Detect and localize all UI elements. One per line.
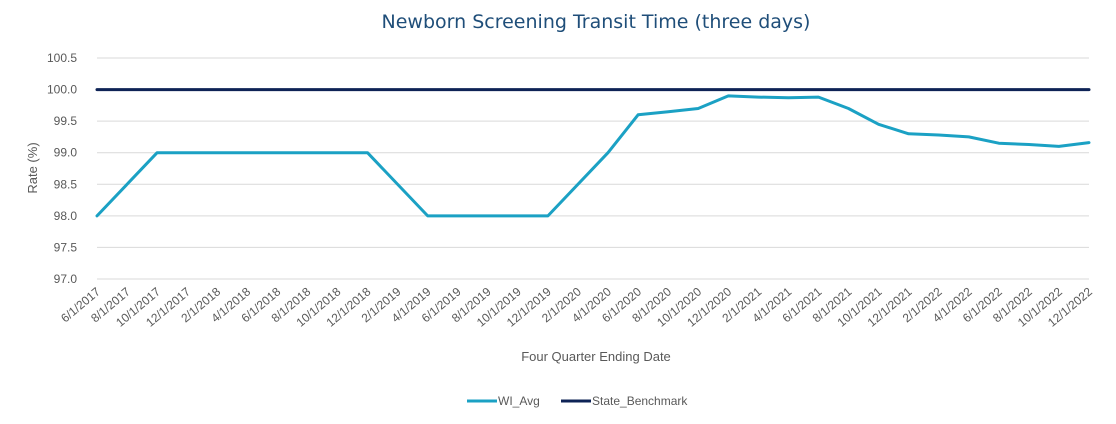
y-tick-label: 100.0 xyxy=(47,83,77,97)
y-tick-label: 99.5 xyxy=(54,114,78,128)
y-tick-label: 98.0 xyxy=(54,209,78,223)
legend: WI_Avg State_Benchmark xyxy=(467,394,688,408)
legend-label-state-benchmark: State_Benchmark xyxy=(592,394,688,408)
chart-title: Newborn Screening Transit Time (three da… xyxy=(382,11,811,33)
y-tick-label: 97.0 xyxy=(54,272,78,286)
y-tick-label: 97.5 xyxy=(54,240,78,254)
series-line-wi-avg xyxy=(95,94,1091,218)
y-axis-label: Rate (%) xyxy=(25,142,40,193)
x-axis-label: Four Quarter Ending Date xyxy=(521,349,671,364)
series-lines xyxy=(95,88,1091,218)
legend-label-wi-avg: WI_Avg xyxy=(498,394,540,408)
y-tick-label: 99.0 xyxy=(54,146,78,160)
y-tick-label: 100.5 xyxy=(47,51,77,65)
y-axis-ticks: 97.0 97.5 98.0 98.5 99.0 99.5 100.0 100.5 xyxy=(47,51,77,286)
x-axis-ticks: 6/1/20178/1/201710/1/201712/1/20172/1/20… xyxy=(58,284,1095,329)
y-tick-label: 98.5 xyxy=(54,177,78,191)
